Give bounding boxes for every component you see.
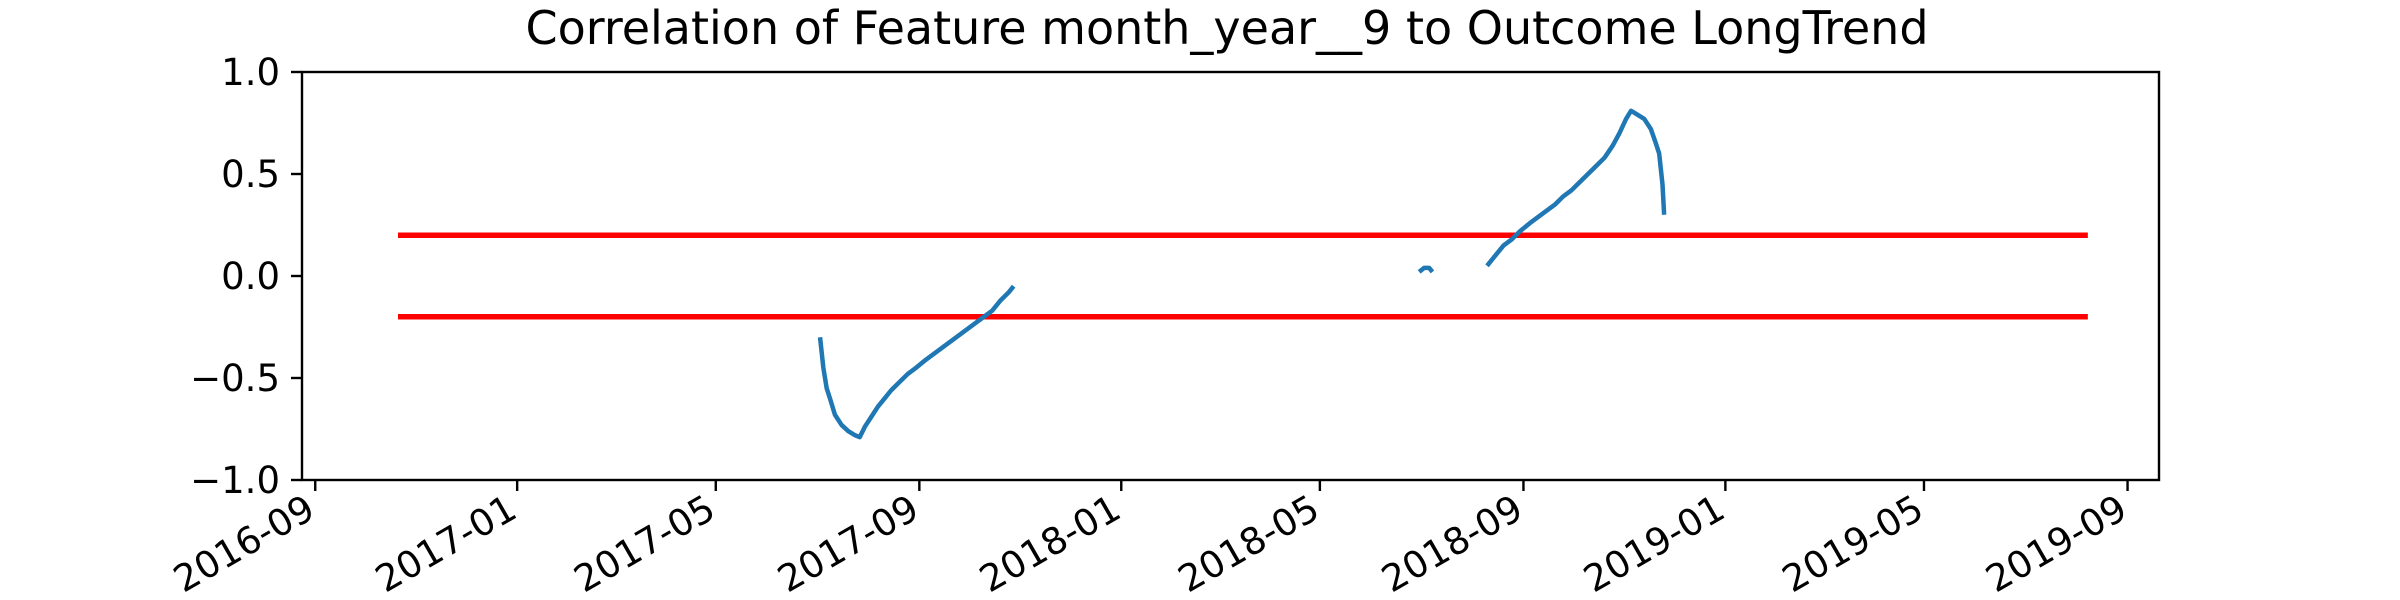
plot-area-frame [300,70,2161,482]
series-layer [817,108,1667,440]
series-line-segment-2 [1485,108,1667,268]
x-tick-label: 2017-05 [567,487,722,600]
y-tick-label: −0.5 [190,357,280,400]
x-tick-label: 2017-09 [770,487,925,600]
x-tick-label: 2019-01 [1576,487,1731,600]
x-axis: 2016-09 2017-01 2017-05 2017-09 2018-01 2018-… [166,480,2134,600]
x-tick-label: 2019-09 [1979,487,2134,600]
threshold-lines [397,232,2088,320]
x-tick-label: 2016-09 [166,487,321,600]
series-line-segment-0 [817,284,1016,440]
y-tick-label: 0.0 [221,255,280,298]
chart-title: Correlation of Feature month_year__9 to … [525,1,1928,55]
x-tick-label: 2018-01 [972,487,1127,600]
x-tick-label: 2019-05 [1775,487,1930,600]
y-tick-label: −1.0 [190,459,280,502]
x-tick-label: 2018-05 [1171,487,1326,600]
y-tick-label: 1.0 [221,51,280,94]
x-tick-label: 2018-09 [1375,487,1530,600]
y-tick-label: 0.5 [221,153,280,196]
series-line-segment-1 [1417,265,1435,274]
y-axis: 1.0 0.5 0.0 −0.5 −1.0 [190,51,302,502]
x-tick-label: 2017-01 [368,487,523,600]
